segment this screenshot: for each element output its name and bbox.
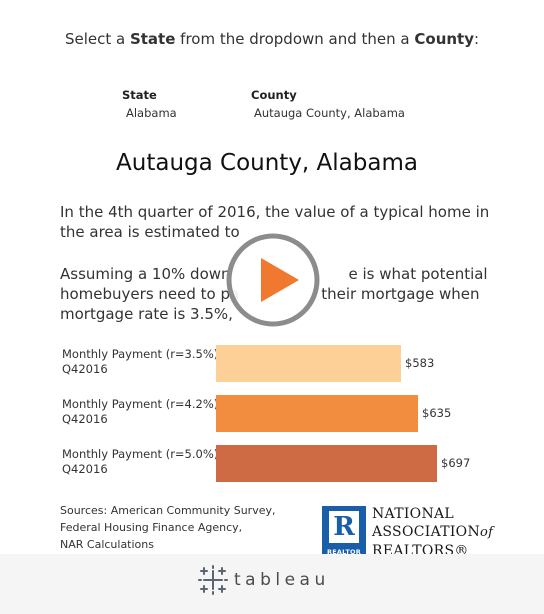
realtor-logo: R REALTOR: [322, 506, 366, 558]
play-button[interactable]: [225, 232, 321, 328]
county-dropdown[interactable]: Autauga County, Alabama: [254, 106, 405, 120]
sources-line: Federal Housing Finance Agency,: [60, 521, 243, 534]
bar-value-label: $697: [441, 456, 471, 470]
payment-bar[interactable]: [216, 345, 401, 382]
tableau-brand-link[interactable]: tableau: [198, 565, 330, 595]
tableau-logo-icon: [198, 565, 228, 595]
home-value-paragraph: In the 4th quarter of 2016, the value of…: [60, 202, 500, 242]
bar-category-label: Monthly Payment (r=5.0%) Q42016: [62, 447, 219, 476]
paragraph-line: the area is estimated to: [60, 223, 240, 241]
nar-name-line: ASSOCIATIONof: [372, 524, 494, 540]
nar-name-line: NATIONAL: [372, 506, 454, 522]
payment-bar[interactable]: [216, 445, 437, 482]
paragraph-line: their mortgage when: [321, 285, 480, 303]
paragraph-line: e is what potential: [348, 265, 488, 283]
paragraph-line: Assuming a 10% down: [60, 265, 231, 283]
paragraph-line: In the 4th quarter of 2016, the value of…: [60, 203, 490, 221]
county-title: Autauga County, Alabama: [116, 150, 418, 176]
state-dropdown[interactable]: Alabama: [126, 106, 177, 120]
bar-value-label: $635: [422, 406, 452, 420]
tableau-footer: [0, 554, 544, 614]
realtor-word: REALTOR: [327, 548, 361, 556]
state-filter[interactable]: State Alabama: [122, 88, 177, 120]
nar-logo-text: NATIONAL ASSOCIATIONof REALTORS®: [372, 505, 493, 560]
sources-line: NAR Calculations: [60, 538, 154, 551]
bar-category-label: Monthly Payment (r=3.5%) Q42016: [62, 347, 219, 376]
play-icon[interactable]: [261, 258, 299, 302]
county-filter-label: County: [251, 88, 297, 102]
sources-line: Sources: American Community Survey,: [60, 504, 276, 517]
bar-value-label: $583: [405, 356, 435, 370]
paragraph-line: homebuyers need to pa: [60, 285, 240, 303]
bar-category-label: Monthly Payment (r=4.2%) Q42016: [62, 397, 219, 426]
state-filter-label: State: [122, 88, 157, 102]
tableau-wordmark: tableau: [234, 570, 330, 590]
payment-bar[interactable]: [216, 395, 418, 432]
county-filter[interactable]: County Autauga County, Alabama: [251, 88, 405, 120]
sources-note: Sources: American Community Survey, Fede…: [60, 502, 275, 553]
paragraph-line: mortgage rate is 3.5%,: [60, 305, 233, 323]
instruction-text: Select a State from the dropdown and the…: [64, 30, 480, 48]
payment-paragraph: Assuming a 10% down e is what potential h…: [60, 264, 500, 324]
realtor-r-letter: R: [333, 512, 355, 542]
